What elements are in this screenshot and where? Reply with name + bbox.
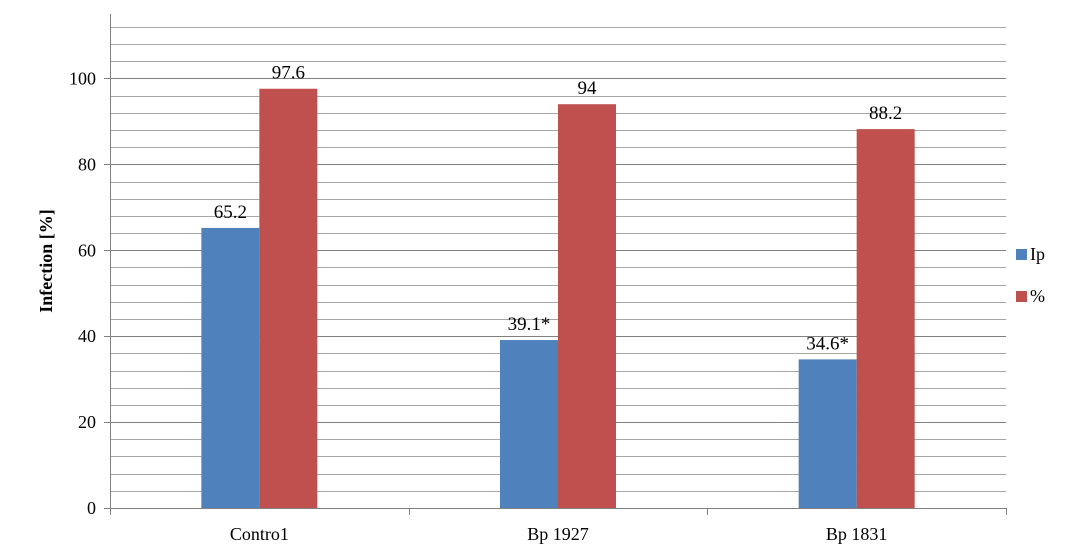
data-label: 34.6* — [806, 333, 849, 354]
x-category-label: Bp 1831 — [826, 524, 888, 544]
data-label: 97.6 — [272, 63, 305, 84]
y-tick-label: 20 — [78, 412, 96, 432]
bar-ip — [798, 359, 857, 508]
data-label: 94 — [578, 78, 598, 99]
data-labels: 65.2 97.6 39.1* 94 34.6* 88.2 — [214, 63, 903, 355]
y-tick-label: 80 — [78, 154, 96, 174]
legend-swatch — [1016, 291, 1027, 302]
bar-percent — [259, 88, 318, 508]
legend: Ip% — [1016, 244, 1045, 306]
y-tick-label: 40 — [78, 326, 96, 346]
y-tick-labels: 0 20 40 60 80 100 — [69, 68, 96, 518]
bar-ip — [500, 340, 558, 508]
data-label: 88.2 — [869, 103, 902, 124]
x-category-label: Contro1 — [230, 524, 289, 544]
x-category-label: Bp 1927 — [527, 524, 589, 544]
bars — [201, 88, 915, 509]
axes — [104, 14, 1007, 515]
legend-swatch — [1016, 249, 1027, 260]
y-tick-label: 100 — [69, 68, 96, 88]
bar-percent — [856, 129, 915, 508]
y-tick-label: 60 — [78, 240, 96, 260]
bar-percent — [558, 104, 616, 509]
legend-label: Ip — [1030, 244, 1045, 264]
legend-label: % — [1030, 286, 1045, 306]
y-axis-label: Infection [%] — [36, 209, 56, 312]
data-label: 39.1* — [508, 314, 551, 335]
y-tick-label: 0 — [87, 498, 96, 518]
bar-ip — [201, 227, 260, 509]
x-category-labels: Contro1 Bp 1927 Bp 1831 — [230, 524, 888, 544]
data-label: 65.2 — [214, 202, 247, 223]
